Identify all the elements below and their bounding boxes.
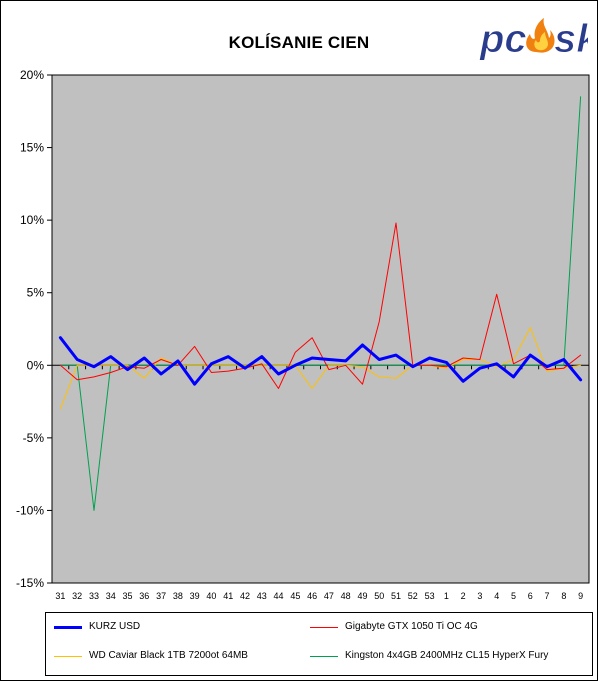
y-tick-label: -10% bbox=[16, 503, 44, 517]
legend-label: KURZ USD bbox=[89, 621, 141, 632]
x-tick-label: 40 bbox=[206, 591, 216, 601]
legend-swatch-kingston bbox=[310, 656, 338, 657]
x-tick-label: 1 bbox=[444, 591, 449, 601]
x-tick-label: 43 bbox=[257, 591, 267, 601]
y-tick-label: 10% bbox=[20, 213, 44, 227]
x-tick-label: 42 bbox=[240, 591, 250, 601]
x-tick-label: 46 bbox=[307, 591, 317, 601]
x-tick-label: 32 bbox=[72, 591, 82, 601]
legend-label: WD Caviar Black 1TB 7200ot 64MB bbox=[89, 650, 248, 661]
legend: KURZ USD Gigabyte GTX 1050 Ti OC 4G WD C… bbox=[45, 612, 593, 676]
chart-title: KOLÍSANIE CIEN bbox=[228, 33, 370, 52]
x-tick-label: 31 bbox=[55, 591, 65, 601]
x-tick-label: 51 bbox=[391, 591, 401, 601]
legend-label: Kingston 4x4GB 2400MHz CL15 HyperX Fury bbox=[345, 650, 549, 661]
y-axis: 20% 15% 10% 5% 0% -5% -10% -15% bbox=[16, 68, 589, 590]
y-tick-label: 0% bbox=[27, 358, 45, 372]
y-tick-label: 20% bbox=[20, 68, 44, 82]
series-line-1 bbox=[59, 222, 582, 389]
y-tick-label: -15% bbox=[16, 576, 44, 590]
x-axis: 31 32 33 34 35 36 37 38 39 40 41 42 43 44 45 46 47 48 49 50… bbox=[51, 365, 590, 601]
x-tick-label: 36 bbox=[139, 591, 149, 601]
x-tick-label: 9 bbox=[578, 591, 583, 601]
x-tick-label: 50 bbox=[374, 591, 384, 601]
x-tick-label: 49 bbox=[357, 591, 367, 601]
x-tick-label: 35 bbox=[123, 591, 133, 601]
legend-swatch-kurz-usd bbox=[54, 626, 82, 629]
x-tick-label: 6 bbox=[528, 591, 533, 601]
x-tick-label: 5 bbox=[511, 591, 516, 601]
svg-text:pc: pc bbox=[479, 17, 527, 60]
x-tick-label: 44 bbox=[274, 591, 284, 601]
x-tick-label: 47 bbox=[324, 591, 334, 601]
y-tick-label: 15% bbox=[20, 141, 44, 155]
x-tick-label: 7 bbox=[545, 591, 550, 601]
y-tick-label: 5% bbox=[27, 286, 45, 300]
x-tick-label: 8 bbox=[561, 591, 566, 601]
x-tick-label: 33 bbox=[89, 591, 99, 601]
x-tick-label: 39 bbox=[190, 591, 200, 601]
x-tick-label: 48 bbox=[341, 591, 351, 601]
plot-area bbox=[51, 74, 590, 584]
legend-label: Gigabyte GTX 1050 Ti OC 4G bbox=[345, 621, 478, 632]
x-tick-label: 45 bbox=[290, 591, 300, 601]
x-tick-label: 53 bbox=[425, 591, 435, 601]
x-tick-label: 4 bbox=[494, 591, 499, 601]
x-tick-label: 3 bbox=[477, 591, 482, 601]
x-tick-label: 34 bbox=[106, 591, 116, 601]
x-tick-label: 37 bbox=[156, 591, 166, 601]
legend-swatch-wd-caviar bbox=[54, 656, 82, 657]
legend-swatch-gigabyte bbox=[310, 627, 338, 628]
y-tick-label: -5% bbox=[23, 431, 45, 445]
x-tick-label: 41 bbox=[223, 591, 233, 601]
pcsk-logo: pc sk bbox=[479, 17, 589, 61]
x-tick-label: 38 bbox=[173, 591, 183, 601]
x-tick-label: 52 bbox=[408, 591, 418, 601]
flame-icon bbox=[526, 18, 555, 53]
x-tick-label: 2 bbox=[461, 591, 466, 601]
series-line-0 bbox=[58, 336, 583, 386]
svg-text:sk: sk bbox=[554, 17, 588, 60]
series-layer bbox=[58, 96, 583, 511]
